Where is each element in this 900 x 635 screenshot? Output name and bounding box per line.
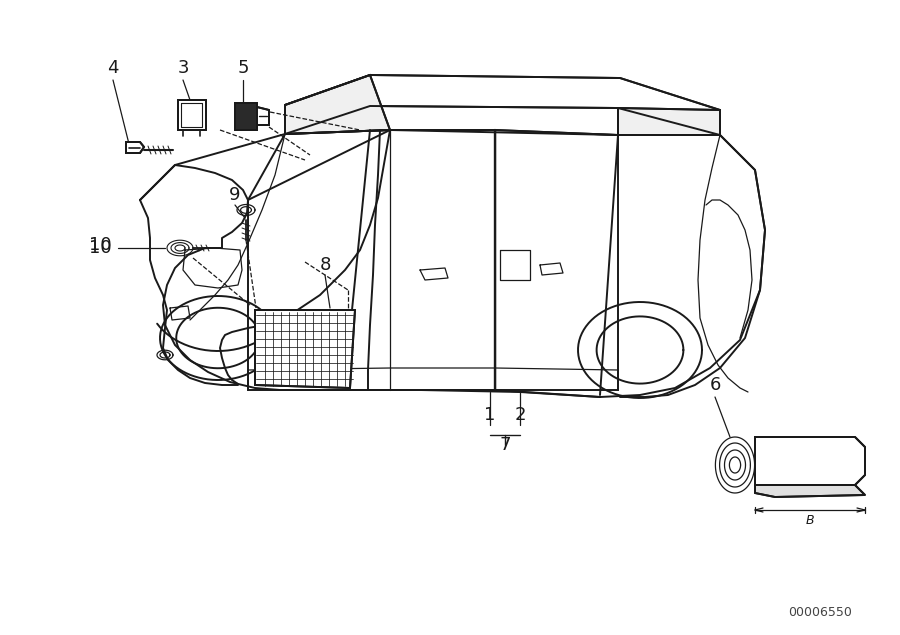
Polygon shape xyxy=(248,130,618,390)
Text: 10: 10 xyxy=(89,236,112,254)
Text: 4: 4 xyxy=(107,59,119,77)
Text: 00006550: 00006550 xyxy=(788,606,852,618)
Text: 10: 10 xyxy=(89,239,112,257)
Text: 6: 6 xyxy=(709,376,721,394)
Text: B: B xyxy=(806,514,814,526)
Polygon shape xyxy=(285,75,390,134)
Polygon shape xyxy=(257,107,269,125)
Polygon shape xyxy=(285,75,720,135)
Polygon shape xyxy=(178,100,206,130)
Text: 9: 9 xyxy=(230,186,241,204)
Polygon shape xyxy=(255,310,355,388)
Text: 5: 5 xyxy=(238,59,248,77)
Polygon shape xyxy=(755,437,865,485)
Polygon shape xyxy=(235,103,257,130)
Text: 7: 7 xyxy=(500,436,511,454)
Polygon shape xyxy=(126,142,144,153)
Text: 8: 8 xyxy=(320,256,330,274)
Polygon shape xyxy=(618,108,720,135)
Text: 1: 1 xyxy=(484,406,496,424)
Text: 3: 3 xyxy=(177,59,189,77)
Text: 2: 2 xyxy=(514,406,526,424)
Polygon shape xyxy=(755,485,865,497)
